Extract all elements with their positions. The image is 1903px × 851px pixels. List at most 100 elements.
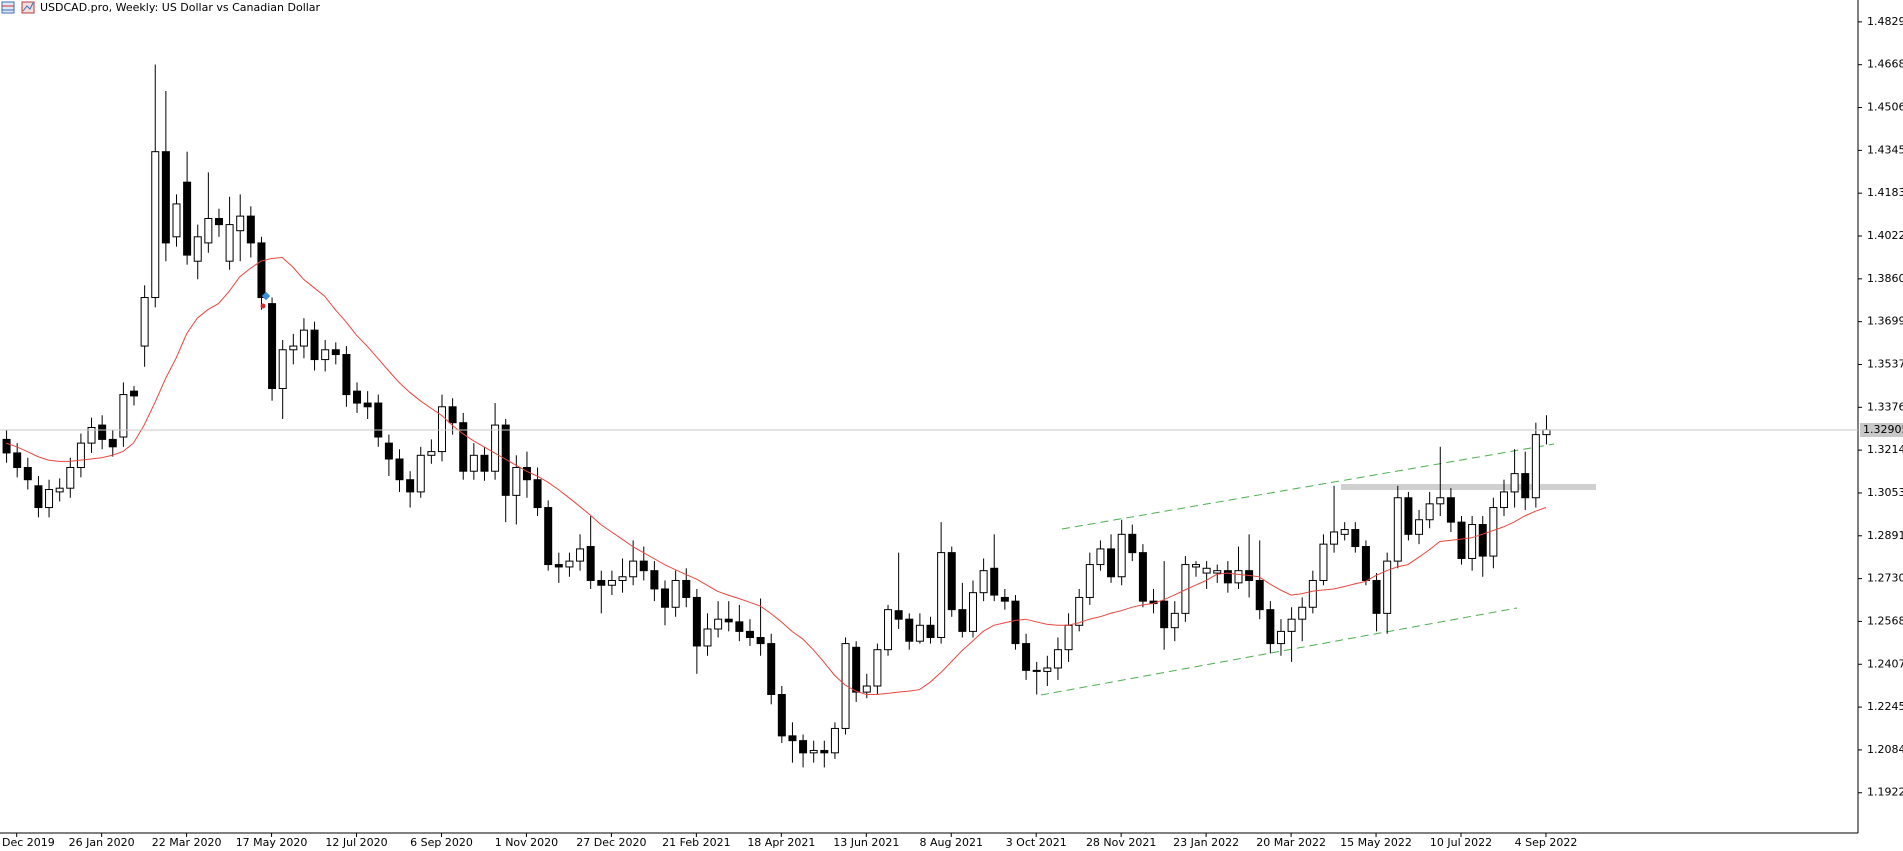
- candle-body: [299, 329, 308, 347]
- candle-body: [23, 467, 32, 481]
- candle-body: [735, 621, 744, 632]
- candle-body: [384, 442, 393, 460]
- candle-body: [1521, 473, 1530, 499]
- candle-body: [1213, 570, 1222, 574]
- candle-body: [501, 424, 510, 496]
- x-tick-label: 8 Aug 2021: [920, 836, 983, 849]
- candle-body: [161, 151, 170, 244]
- candle-body: [1128, 533, 1137, 554]
- x-tick-label: Dec 2019: [2, 836, 55, 849]
- candle-body: [639, 560, 648, 572]
- candle-body: [87, 426, 96, 444]
- y-tick-label: 1.45065: [1867, 101, 1903, 114]
- y-tick-label: 1.25685: [1867, 614, 1903, 627]
- y-tick-label: 1.35375: [1867, 357, 1903, 370]
- candle-body: [1330, 531, 1339, 545]
- candle-body: [788, 735, 797, 742]
- x-tick-label: 15 May 2022: [1340, 836, 1412, 849]
- x-tick-label: 10 Jul 2022: [1430, 836, 1492, 849]
- x-tick-label: 18 Apr 2021: [747, 836, 815, 849]
- candle-body: [13, 452, 22, 469]
- y-tick-label: 1.48295: [1867, 15, 1903, 28]
- candle-body: [873, 649, 882, 687]
- candle-body: [1319, 543, 1328, 581]
- candle-body: [140, 297, 149, 347]
- candle-body: [841, 643, 850, 729]
- candle-body: [809, 749, 818, 754]
- candle-body: [1393, 497, 1402, 562]
- y-tick-label: 1.33760: [1867, 400, 1903, 413]
- candle-body: [1510, 473, 1519, 493]
- candle-body: [353, 390, 362, 404]
- candle-body: [990, 567, 999, 596]
- candle-body: [1361, 546, 1370, 581]
- candle-body: [958, 609, 967, 632]
- candle-body: [745, 630, 754, 638]
- candle-body: [236, 215, 245, 232]
- x-tick-label: 1 Nov 2020: [495, 836, 558, 849]
- candle-body: [491, 424, 500, 472]
- y-tick-label: 1.46680: [1867, 58, 1903, 71]
- channel-upper: [1061, 443, 1555, 530]
- arrow-marker: [261, 291, 271, 301]
- y-tick-label: 1.36990: [1867, 315, 1903, 328]
- candle-body: [1085, 564, 1094, 598]
- candle-body: [459, 422, 468, 472]
- candle-body: [767, 643, 776, 695]
- moving-average: [5, 256, 1547, 695]
- x-tick-label: 17 May 2020: [236, 836, 308, 849]
- plot: [2, 64, 1551, 768]
- y-tick-label: 1.32145: [1867, 443, 1903, 456]
- x-tick-label: 21 Feb 2021: [662, 836, 730, 849]
- x-tick-label: 22 Mar 2020: [152, 836, 222, 849]
- candle-body: [703, 628, 712, 647]
- y-tick-label: 1.38605: [1867, 272, 1903, 285]
- candle-body: [363, 402, 372, 408]
- candle-body: [289, 345, 298, 351]
- candle-body: [1542, 429, 1551, 436]
- candle-body: [1351, 529, 1360, 548]
- candle-body: [1478, 524, 1487, 557]
- candle-body: [45, 489, 54, 509]
- candle-body: [1404, 497, 1413, 535]
- candle-body: [1457, 521, 1466, 559]
- candle-body: [629, 560, 638, 578]
- candle-body: [1192, 564, 1201, 568]
- y-tick-label: 1.4345: [1867, 143, 1903, 156]
- x-tick-label: 3 Oct 2021: [1006, 836, 1067, 849]
- last-price-label: 1.32905: [1863, 423, 1903, 436]
- candle-body: [1468, 524, 1477, 559]
- candle-body: [342, 354, 351, 396]
- icon-table: [1, 1, 15, 14]
- resistance-band: [1341, 484, 1596, 490]
- candle-body: [554, 564, 563, 568]
- candle-body: [374, 402, 383, 438]
- candle-body: [947, 552, 956, 611]
- candle-body: [1287, 618, 1296, 632]
- x-tick-label: 23 Jan 2022: [1173, 836, 1239, 849]
- candle-body: [777, 693, 786, 737]
- candle-body: [225, 224, 234, 262]
- candle-body: [246, 215, 255, 244]
- channel-lower: [1040, 607, 1518, 696]
- candle-body: [204, 218, 213, 244]
- candle-body: [1446, 497, 1455, 523]
- candle-body: [119, 394, 128, 438]
- candle-body: [522, 467, 531, 481]
- candle-body: [1096, 548, 1105, 566]
- candle-body: [76, 442, 85, 469]
- candle-body: [905, 618, 914, 642]
- candle-body: [1340, 529, 1349, 535]
- candle-body: [1415, 519, 1424, 535]
- candle-body: [278, 349, 287, 389]
- candle-body: [1022, 643, 1031, 671]
- candle-body: [130, 390, 139, 397]
- candle-body: [1531, 434, 1540, 499]
- x-tick-label: 26 Jan 2020: [69, 836, 135, 849]
- candle-body: [544, 507, 553, 566]
- candle-body: [1383, 560, 1392, 614]
- candle-body: [214, 218, 223, 226]
- candle-body: [671, 579, 680, 608]
- y-tick-label: 1.24070: [1867, 657, 1903, 670]
